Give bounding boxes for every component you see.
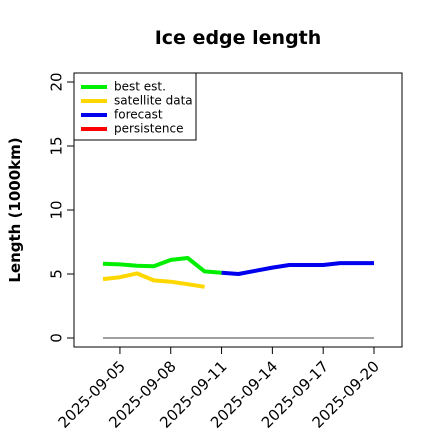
legend-label: forecast	[114, 108, 163, 122]
y-tick-label: 10	[48, 200, 66, 219]
y-tick-label: 0	[48, 333, 66, 343]
series-layer	[103, 258, 374, 338]
legend-label: persistence	[114, 122, 183, 136]
chart-title: Ice edge length	[155, 27, 322, 49]
legend: best est.satellite dataforecastpersisten…	[74, 73, 196, 140]
legend-label: best est.	[114, 80, 166, 94]
y-axis: 0 5 10 15 20	[48, 72, 75, 342]
legend-label: satellite data	[114, 94, 193, 108]
series-line-satellite-data	[103, 273, 205, 286]
x-axis: 2025-09-052025-09-082025-09-112025-09-14…	[55, 347, 383, 432]
series-line-best-est	[103, 258, 222, 273]
y-tick-label: 20	[48, 72, 66, 91]
y-axis-label: Length (1000km)	[6, 137, 24, 282]
y-tick-label: 5	[48, 269, 66, 279]
y-tick-label: 15	[48, 136, 66, 155]
series-line-forecast	[222, 263, 374, 274]
